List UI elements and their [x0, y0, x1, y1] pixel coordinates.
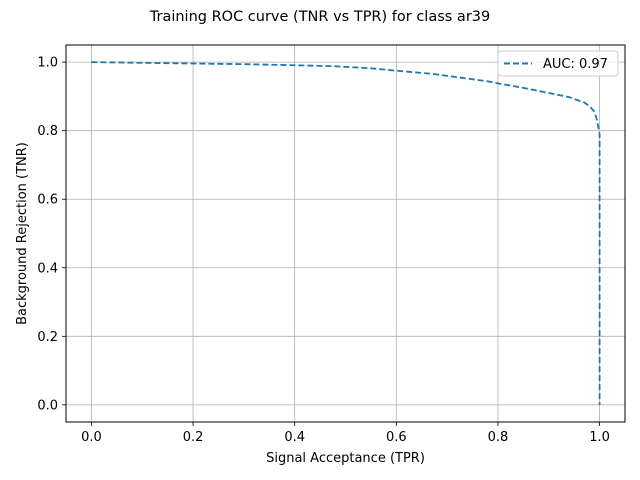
x-tick-label: 1.0: [589, 430, 610, 445]
x-tick-label: 0.4: [284, 430, 305, 445]
chart-title: Training ROC curve (TNR vs TPR) for clas…: [149, 9, 490, 25]
legend-label: AUC: 0.97: [543, 57, 608, 72]
x-tick-label: 0.0: [81, 430, 102, 445]
x-tick-label: 0.6: [386, 430, 407, 445]
grid-layer: [66, 45, 625, 422]
x-tick-label: 0.2: [183, 430, 204, 445]
y-tick-label: 0.8: [37, 124, 58, 139]
roc-series-line: [91, 61, 601, 405]
x-axis-label: Signal Acceptance (TPR): [266, 451, 425, 466]
y-tick-label: 0.0: [37, 398, 58, 413]
x-tick-label: 0.8: [488, 430, 509, 445]
y-tick-label: 0.6: [37, 193, 58, 208]
y-axis-label: Background Rejection (TNR): [15, 142, 30, 325]
tick-layer: 0.0 0.2 0.4 0.6 0.8 1.0 0.0 0.2 0.4 0.6 0.8 1.0: [37, 56, 610, 445]
legend: AUC: 0.97: [497, 50, 619, 77]
y-tick-label: 0.2: [37, 330, 58, 345]
plot-frame: [65, 44, 626, 423]
legend-box: [497, 50, 619, 77]
y-tick-label: 0.4: [37, 261, 58, 276]
y-tick-label: 1.0: [37, 56, 58, 71]
series-layer: [91, 61, 601, 405]
